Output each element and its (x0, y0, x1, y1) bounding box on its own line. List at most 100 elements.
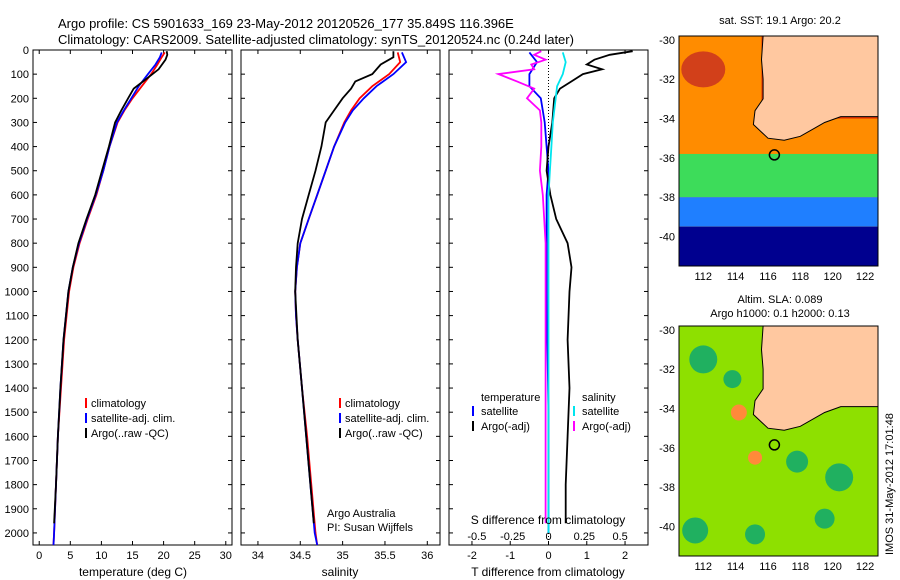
sla-eddy (825, 463, 854, 492)
y-tick-label: 300 (11, 117, 29, 129)
credit-line2: PI: Susan Wijffels (327, 522, 413, 534)
legend-label-tsat: satellite (481, 406, 518, 418)
y-tick-label: 1900 (5, 504, 29, 516)
difference-xlabel: T difference from climatology (471, 565, 625, 579)
x-tick-label: 25 (189, 550, 201, 562)
y-tick-label: 500 (11, 166, 29, 178)
x-tick-label: 2 (622, 550, 628, 562)
map-y-tick-label: -40 (659, 522, 675, 534)
y-tick-label: 0 (23, 45, 29, 57)
map-x-tick-label: 118 (792, 561, 810, 573)
map-y-tick-label: -36 (659, 153, 675, 165)
sst-band-blue (679, 197, 878, 227)
series-line (545, 50, 633, 524)
y-tick-label: 900 (11, 262, 29, 274)
map-x-tick-label: 112 (694, 271, 712, 283)
x-tick-label: 35.5 (374, 550, 395, 562)
map-y-tick-label: -38 (659, 482, 675, 494)
y-tick-label: 800 (11, 238, 29, 250)
salinity-legend: climatology satellite-adj. clim. Argo(..… (339, 398, 429, 440)
temperature-legend: climatology satellite-adj. clim. Argo(..… (85, 398, 175, 440)
map-x-tick-label: 114 (727, 271, 745, 283)
sla-eddy (682, 517, 709, 544)
map-y-tick-label: -34 (659, 404, 675, 416)
x-tick-label: 0 (545, 550, 551, 562)
map-x-tick-label: 122 (856, 271, 874, 283)
sla-high (730, 404, 747, 421)
legend-label-sat: satellite-adj. clim. (345, 413, 429, 425)
difference-legend: temperature satellite Argo(-adj) salinit… (472, 392, 631, 433)
y-tick-label: 1400 (5, 383, 29, 395)
y-tick-label: 100 (11, 69, 29, 81)
sst-map: 112 114 116 118 120 122 -30 -32 -34 -36 -38 -40 (659, 35, 879, 283)
map-x-tick-label: 112 (694, 561, 712, 573)
y-tick-label: 1600 (5, 431, 29, 443)
sla-eddy (786, 450, 809, 473)
series-line (294, 51, 395, 524)
temperature-xlabel: temperature (deg C) (79, 565, 187, 579)
sst-warm-eddy (681, 51, 726, 88)
y-tick-label: 1500 (5, 407, 29, 419)
x-tick-top-label: 0.5 (612, 531, 627, 543)
header-line2: Climatology: CARS2009. Satellite-adjuste… (58, 32, 574, 47)
map-x-tick-label: 114 (727, 561, 745, 573)
sla-eddy (814, 508, 835, 529)
map-y-tick-label: -32 (659, 364, 675, 376)
map-x-tick-label: 116 (759, 271, 777, 283)
temperature-axes (32, 49, 233, 546)
series-line (494, 50, 549, 524)
sla-eddy (723, 370, 742, 389)
credit-line1: Argo Australia (327, 508, 396, 520)
x-tick-top-label: -0.25 (500, 531, 525, 543)
land-australia (752, 325, 879, 431)
x-tick-top-label: -0.5 (467, 531, 486, 543)
legend-label-sargo: Argo(-adj) (582, 421, 631, 433)
x-tick-label: 36 (421, 550, 433, 562)
series-line (53, 51, 169, 524)
map-y-tick-label: -38 (659, 192, 675, 204)
x-tick-label: -2 (467, 550, 477, 562)
x-tick-label: 5 (67, 550, 73, 562)
map-x-tick-label: 116 (759, 561, 777, 573)
salinity-xlabel: salinity (322, 565, 359, 579)
sla-high (748, 450, 763, 465)
legend-label-temperature: temperature (481, 392, 540, 404)
map-frame (678, 35, 879, 267)
x-tick-label: 0 (36, 550, 42, 562)
y-tick-label: 1200 (5, 335, 29, 347)
map-x-tick-label: 120 (824, 561, 842, 573)
map-x-tick-label: 118 (792, 271, 810, 283)
x-tick-label: 35 (336, 550, 348, 562)
y-tick-label: 1100 (5, 311, 29, 323)
y-tick-label: 700 (11, 214, 29, 226)
map-y-tick-label: -30 (659, 35, 675, 47)
sla-eddy (745, 524, 766, 545)
legend-label-salinity: salinity (582, 392, 616, 404)
x-tick-top-label: 0.25 (574, 531, 595, 543)
legend-label-argo: Argo(..raw -QC) (91, 428, 169, 440)
legend-label-targo: Argo(-adj) (481, 421, 530, 433)
map-y-tick-label: -32 (659, 74, 675, 86)
header-line1: Argo profile: CS 5901633_169 23-May-2012… (58, 16, 514, 31)
x-tick-label: 1 (584, 550, 590, 562)
argo-position-marker (768, 439, 781, 451)
y-tick-label: 200 (11, 93, 29, 105)
difference-xlabel-top: S difference from climatology (471, 513, 626, 527)
x-tick-label: 34.5 (290, 550, 311, 562)
legend-label-argo: Argo(..raw -QC) (345, 428, 423, 440)
x-tick-label: -1 (505, 550, 515, 562)
x-tick-label: 15 (126, 550, 138, 562)
sst-map-title: sat. SST: 19.1 Argo: 20.2 (719, 15, 841, 27)
legend-label-clim: climatology (91, 398, 147, 410)
sla-map-subtitle: Argo h1000: 0.1 h2000: 0.13 (710, 308, 849, 320)
y-tick-label: 600 (11, 190, 29, 202)
y-tick-label: 1700 (5, 455, 29, 467)
sla-map: 112 114 116 118 120 122 -30 -32 -34 -36 -38 -40 (659, 325, 879, 573)
x-tick-label: 30 (220, 550, 232, 562)
watermark: IMOS 31-May-2012 17:01:48 (884, 413, 896, 555)
sst-band-green (679, 153, 878, 198)
y-tick-label: 1000 (5, 286, 29, 298)
legend-label-sat: satellite-adj. clim. (91, 413, 175, 425)
map-x-tick-label: 120 (824, 271, 842, 283)
